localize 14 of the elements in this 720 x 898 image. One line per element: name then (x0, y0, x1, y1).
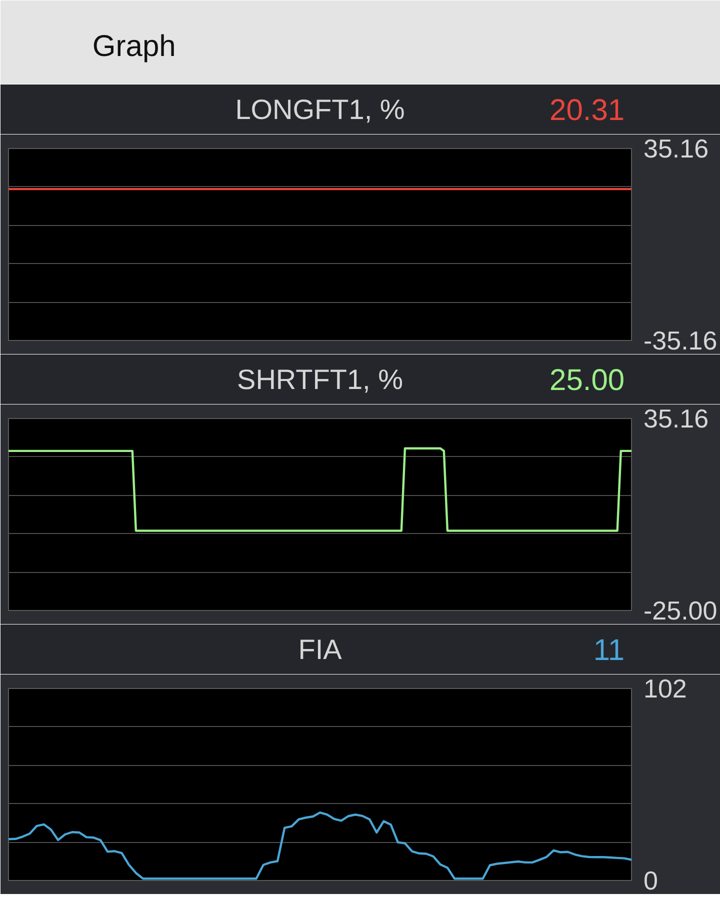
text: 25.00 (550, 364, 625, 397)
line-series (8, 811, 632, 880)
text: 11 (593, 634, 625, 667)
y-tick-label: 0 (644, 866, 658, 896)
y-tick-label: -25.00 (644, 596, 718, 626)
y-tick-label: 35.16 (644, 404, 709, 434)
chart-title: FIA (298, 634, 342, 665)
y-tick-label: 35.16 (644, 134, 709, 164)
text: 20.31 (550, 94, 625, 127)
text: Graph (92, 30, 176, 63)
chart-title: LONGFT1, % (235, 94, 405, 125)
chart-title: SHRTFT1, % (237, 364, 403, 395)
y-tick-label: 102 (644, 674, 687, 704)
y-tick-label: -35.16 (644, 326, 718, 356)
